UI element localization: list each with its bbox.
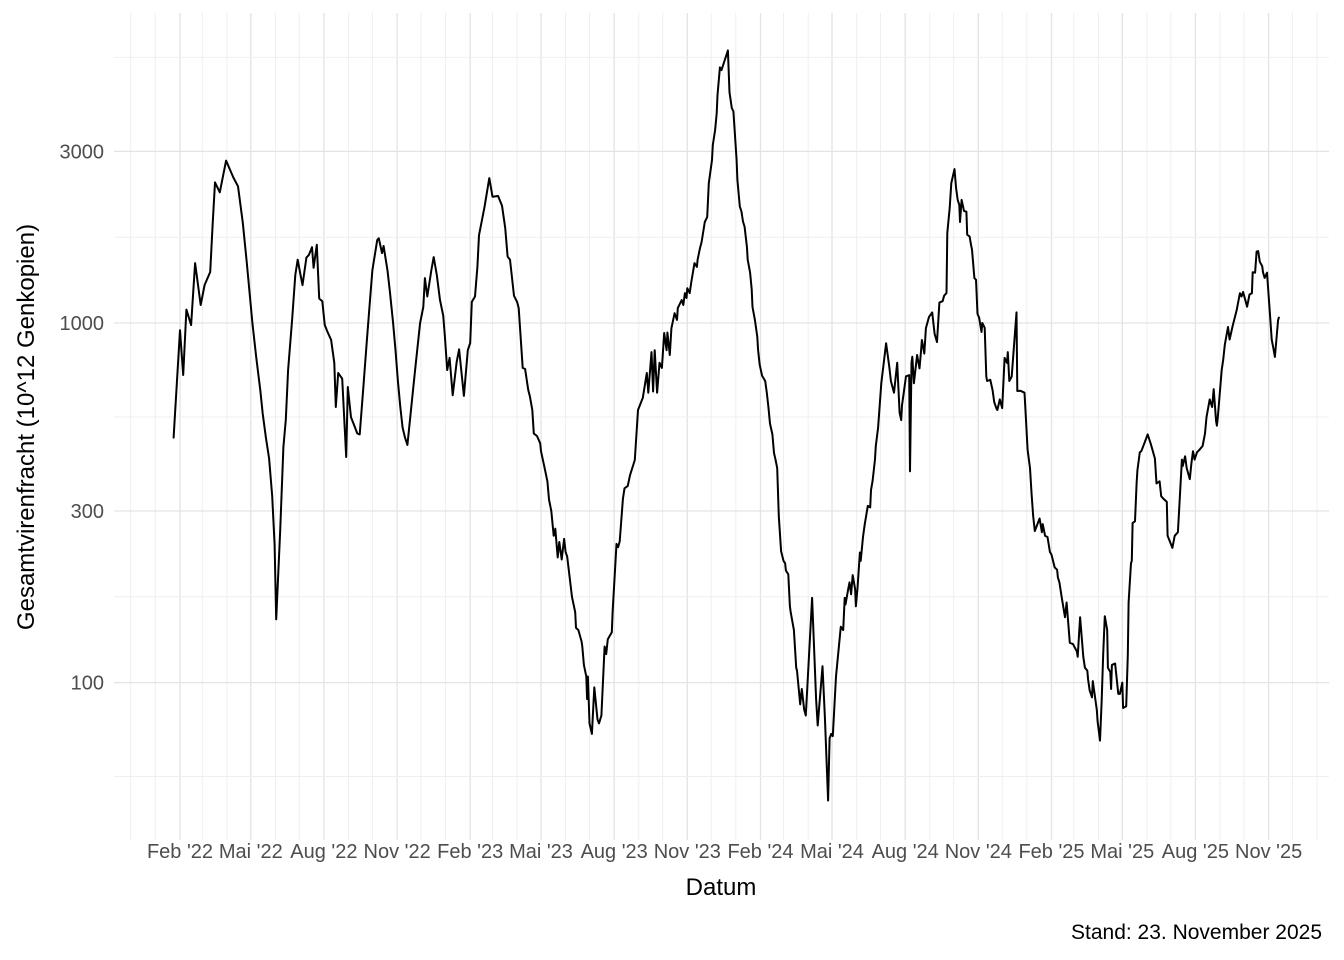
x-axis-title: Datum bbox=[685, 874, 757, 901]
x-tick-label: Nov '22 bbox=[364, 841, 431, 863]
x-tick-label: Mai '23 bbox=[509, 841, 573, 863]
x-tick-label: Mai '24 bbox=[800, 841, 864, 863]
x-tick-label: Feb '23 bbox=[437, 841, 503, 863]
caption-stand-date: Stand: 23. November 2025 bbox=[1071, 921, 1322, 944]
x-tick-label: Feb '25 bbox=[1018, 841, 1084, 863]
x-tick-label: Feb '22 bbox=[147, 841, 213, 863]
x-tick-label: Mai '22 bbox=[219, 841, 283, 863]
x-tick-label: Mai '25 bbox=[1090, 841, 1154, 863]
x-tick-label: Aug '22 bbox=[290, 841, 357, 863]
x-tick-label: Nov '25 bbox=[1235, 841, 1302, 863]
virus-load-line bbox=[172, 49, 1280, 802]
y-tick-label: 1000 bbox=[60, 313, 105, 335]
x-tick-label: Aug '23 bbox=[581, 841, 648, 863]
x-tick-label: Aug '25 bbox=[1162, 841, 1229, 863]
x-tick-label: Aug '24 bbox=[872, 841, 939, 863]
x-tick-label: Nov '23 bbox=[654, 841, 721, 863]
y-tick-label: 100 bbox=[71, 673, 104, 695]
x-tick-label: Nov '24 bbox=[945, 841, 1012, 863]
y-tick-label: 300 bbox=[71, 501, 104, 523]
y-tick-label: 3000 bbox=[60, 141, 105, 163]
x-tick-label: Feb '24 bbox=[727, 841, 793, 863]
y-axis-title: Gesamtvirenfracht (10^12 Genkopien) bbox=[13, 223, 40, 631]
